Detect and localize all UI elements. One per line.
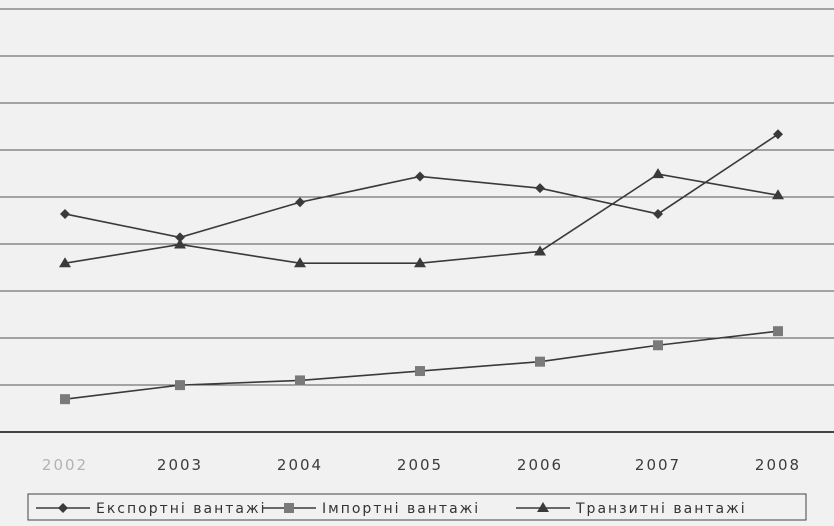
series-1-point-2004-marker bbox=[295, 197, 305, 208]
series-3-point-2003-marker bbox=[174, 238, 186, 249]
x-tick-label-2002: 2002 bbox=[42, 456, 88, 474]
series-2-point-2003-marker bbox=[175, 380, 185, 391]
legend-box bbox=[27, 493, 807, 521]
series-markers bbox=[59, 129, 784, 405]
series-1-point-2005-marker bbox=[415, 171, 425, 182]
series-1-point-2002-marker bbox=[60, 208, 70, 219]
x-tick-label-2005: 2005 bbox=[397, 456, 443, 474]
series-1-point-2007-marker bbox=[653, 208, 663, 219]
series-2-point-2006-marker bbox=[535, 356, 545, 367]
series-3-point-2007-marker bbox=[652, 168, 664, 179]
series-3-point-2005-marker bbox=[414, 257, 426, 268]
series-1-point-2008-marker bbox=[773, 129, 783, 140]
legend-label-2: Імпортні вантажі bbox=[322, 501, 480, 517]
x-tick-label-2006: 2006 bbox=[517, 456, 563, 474]
series-3-point-2008-marker bbox=[772, 189, 784, 200]
x-tick-label-2007: 2007 bbox=[635, 456, 681, 474]
legend-2-marker bbox=[284, 503, 294, 513]
gridlines bbox=[0, 8, 834, 433]
series-3-point-2006-marker bbox=[534, 245, 546, 256]
series-2-point-2004-marker bbox=[295, 375, 305, 386]
legend-3-marker bbox=[537, 502, 549, 512]
series-3-point-2004-marker bbox=[294, 257, 306, 268]
x-axis-tick-labels: 2002 2003 2004 2005 2006 2007 2008 bbox=[42, 456, 801, 474]
x-tick-label-2008: 2008 bbox=[755, 456, 801, 474]
legend-label-1: Експортні вантажі bbox=[96, 501, 266, 517]
series-2-point-2007-marker bbox=[653, 340, 663, 351]
legend: Експортні вантажі Імпортні вантажі Транзит… bbox=[27, 493, 807, 521]
x-tick-label-2004: 2004 bbox=[277, 456, 323, 474]
series-2-point-2008-marker bbox=[773, 326, 783, 337]
series-3-point-2002-marker bbox=[59, 257, 71, 268]
series-1-point-2006-marker bbox=[535, 183, 545, 194]
series-1-point-2003-marker bbox=[175, 232, 185, 243]
series-2-point-2005-marker bbox=[415, 366, 425, 377]
legend-label-3: Транзитні вантажі bbox=[575, 501, 747, 517]
legend-1-marker bbox=[58, 503, 68, 513]
series-2-point-2002-marker bbox=[60, 394, 70, 405]
x-tick-label-2003: 2003 bbox=[157, 456, 203, 474]
